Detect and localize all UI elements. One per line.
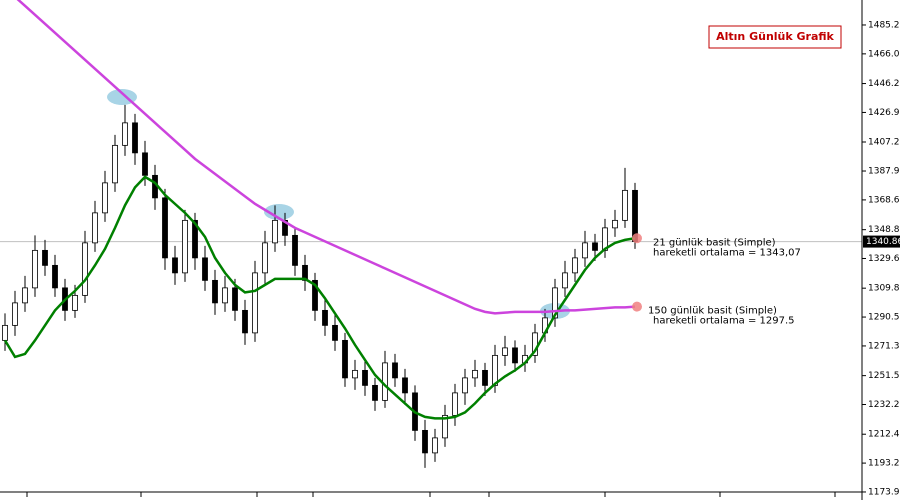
candle-body [382, 362, 388, 401]
y-tick-label: 1368.65 [868, 195, 900, 205]
y-tick-label: 1232.25 [868, 400, 900, 410]
candle-body [172, 257, 178, 274]
candle-body [612, 219, 618, 229]
candle-body [42, 249, 48, 266]
y-tick-label: 1271.30 [868, 341, 900, 351]
candle-body [322, 309, 328, 326]
candle-body [622, 189, 628, 221]
candle-body [222, 287, 228, 304]
highlights [107, 89, 570, 319]
x-ticks [26, 492, 836, 497]
highlight [264, 204, 294, 220]
candle-body [342, 339, 348, 379]
title-box [708, 25, 842, 49]
candle-body [182, 219, 188, 274]
y-tick-label: 1193.20 [868, 459, 900, 469]
candle-body [22, 287, 28, 304]
annotation: hareketli ortalama = 1343,07 [653, 247, 801, 258]
candle-body [552, 287, 558, 319]
plot [0, 0, 862, 468]
candle-body [312, 279, 318, 311]
candle-body [72, 294, 78, 311]
annotation: 21 günlük basit (Simple) [653, 237, 776, 248]
candle-body [492, 354, 498, 386]
candle-body [592, 242, 598, 251]
candle-body [92, 212, 98, 244]
y-tick-label: 1466.00 [868, 49, 900, 59]
last-price-label: 1340.86 [866, 237, 900, 247]
candle-body [512, 347, 518, 364]
candle-body [232, 287, 238, 311]
y-tick-label: 1309.80 [868, 284, 900, 294]
y-tick-label: 1407.25 [868, 137, 900, 147]
candle-body [82, 242, 88, 296]
candle-body [362, 369, 368, 386]
y-tick-label: 1290.55 [868, 313, 900, 323]
moving-average [3, 175, 636, 420]
candle-body [12, 302, 18, 326]
y-tick-label: 1348.80 [868, 225, 900, 235]
y-tick-label: 1485.25 [868, 20, 900, 30]
candle-body [112, 144, 118, 184]
candle-body [52, 264, 58, 289]
last-price-box [863, 235, 900, 248]
candle-body [252, 272, 258, 334]
y-tick-label: 1426.95 [868, 108, 900, 118]
y-tick-label: 1173.95 [868, 487, 900, 497]
candle-body [32, 249, 38, 289]
candle-body [332, 324, 338, 341]
candle-body [572, 257, 578, 274]
candle-body [352, 369, 358, 379]
y-tick-label: 1446.20 [868, 79, 900, 89]
candle-body [302, 264, 308, 281]
y-tick-label: 1251.50 [868, 371, 900, 381]
candle-body [392, 362, 398, 379]
y-tick-label: 1387.90 [868, 167, 900, 177]
candle-body [442, 414, 448, 439]
end-marker [632, 301, 642, 312]
candle-body [192, 219, 198, 259]
candle-body [242, 309, 248, 334]
candle-body [212, 279, 218, 304]
candle-body [432, 437, 438, 454]
candle-body [562, 272, 568, 289]
candle-body [102, 182, 108, 214]
candle-body [2, 324, 8, 341]
candle-body [132, 122, 138, 154]
candle-body [372, 384, 378, 401]
y-tick-label: 1212.45 [868, 430, 900, 440]
candle-body [482, 369, 488, 386]
candle-body [162, 197, 168, 259]
candle-body [202, 257, 208, 281]
chart-title: Altın Günlük Grafik [716, 30, 834, 43]
candle-body [262, 242, 268, 274]
candle-body [472, 369, 478, 379]
candle-body [282, 219, 288, 236]
annotation: hareketli ortalama = 1297.5 [653, 316, 795, 327]
candle-body [452, 392, 458, 416]
candle-body [122, 122, 128, 146]
candle-body [582, 242, 588, 259]
annotation: 150 günlük basit (Simple) [648, 306, 777, 317]
candle-body [142, 152, 148, 176]
candle-body [462, 377, 468, 394]
moving-average [16, 0, 636, 315]
candle-body [272, 219, 278, 244]
candle-body [422, 429, 428, 454]
candle-body [292, 234, 298, 266]
y-tick-label: 1329.60 [868, 254, 900, 264]
candle-body [502, 347, 508, 356]
candle-body [402, 377, 408, 394]
end-marker [632, 233, 642, 244]
